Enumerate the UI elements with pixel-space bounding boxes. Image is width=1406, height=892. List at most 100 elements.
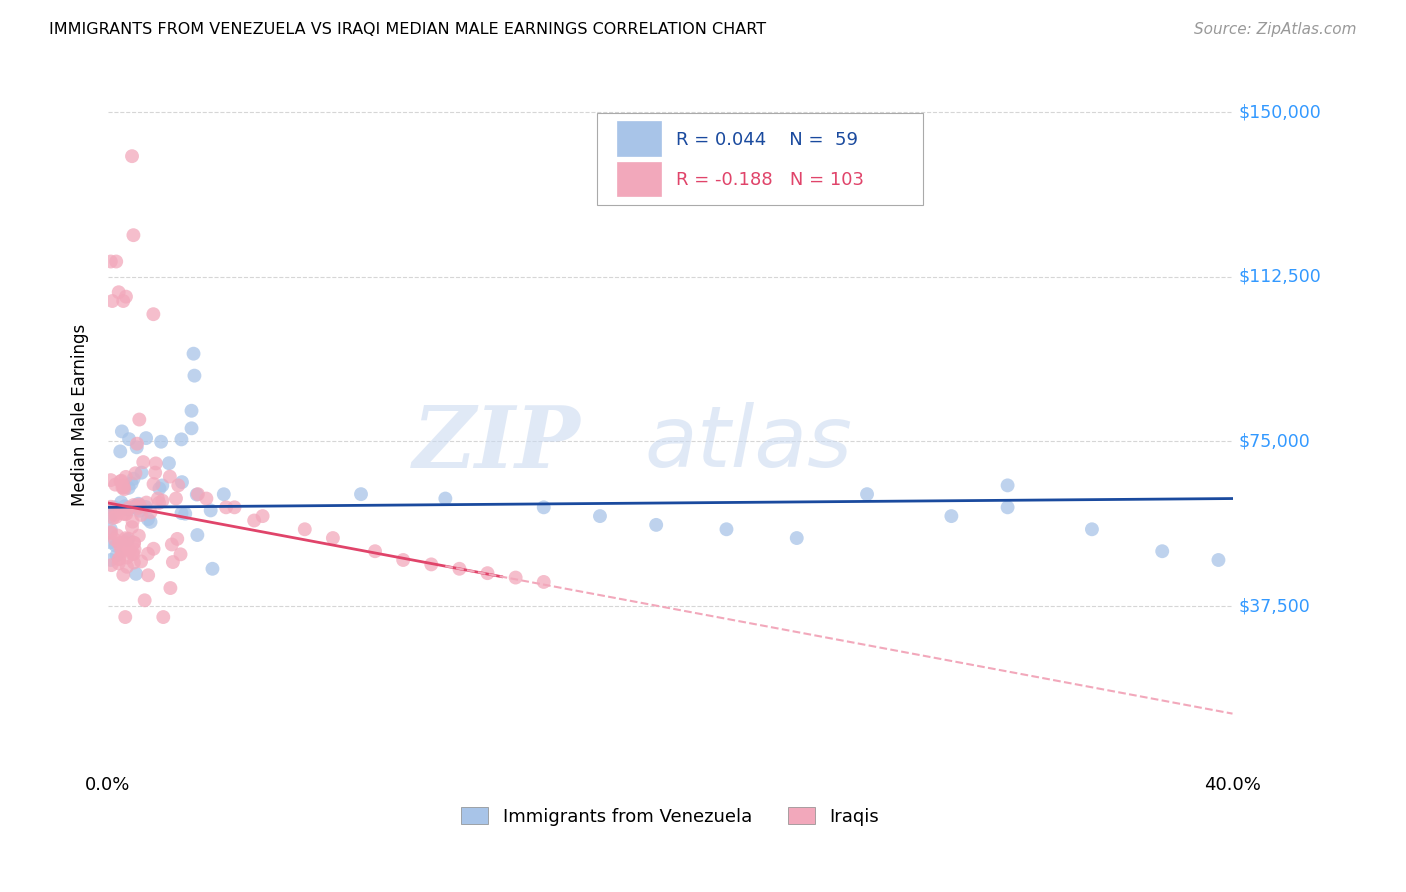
Point [169,547,191,561]
Point [187,487,209,501]
Point [162,555,184,569]
Point [167,478,190,492]
Point [941,509,963,524]
Text: Source: ZipAtlas.com: Source: ZipAtlas.com [1194,22,1357,37]
Point [200,503,222,517]
Point [131,466,153,480]
Point [129,554,152,568]
Point [117,533,139,547]
Point [104,539,127,553]
Point [139,515,162,529]
Point [104,508,127,522]
Point [101,511,124,525]
Text: $112,500: $112,500 [1239,268,1320,285]
Text: $150,000: $150,000 [1239,103,1320,121]
Point [114,507,136,521]
Point [129,508,152,522]
Point [322,531,344,545]
Point [114,610,136,624]
Point [150,434,173,449]
Point [127,497,149,511]
Point [170,433,193,447]
Point [786,531,808,545]
Point [100,254,122,268]
Point [125,436,148,450]
Point [125,566,148,581]
Point [114,500,136,514]
Point [1208,553,1230,567]
Point [108,551,131,566]
Point [124,467,146,481]
Point [112,507,135,521]
Point [117,481,139,495]
Point [108,536,131,550]
Point [115,470,138,484]
Point [505,570,527,584]
Point [115,507,138,521]
Text: $75,000: $75,000 [1239,433,1310,450]
Point [100,500,122,514]
Point [165,491,187,506]
Point [224,500,246,515]
Point [105,528,128,542]
Point [115,559,138,574]
Point [136,512,159,526]
Y-axis label: Median Male Earnings: Median Male Earnings [72,324,89,507]
Point [150,478,173,492]
Point [350,487,373,501]
Point [110,542,132,557]
Point [114,535,136,549]
Point [212,487,235,501]
Point [111,481,134,495]
Point [146,491,169,506]
Point [170,506,193,520]
Point [100,526,122,541]
Point [166,532,188,546]
Point [364,544,387,558]
Point [135,495,157,509]
Point [160,537,183,551]
Point [124,542,146,557]
Point [125,440,148,454]
Point [449,562,471,576]
Point [148,482,170,496]
Point [128,504,150,518]
FancyBboxPatch shape [598,113,924,205]
Point [122,536,145,550]
Point [121,520,143,534]
Point [157,456,180,470]
Point [125,501,148,516]
Point [135,431,157,445]
Point [148,496,170,510]
Point [195,491,218,506]
Point [117,502,139,516]
Point [124,499,146,513]
Point [392,553,415,567]
Point [103,500,125,515]
Point [100,535,122,549]
Point [856,487,879,501]
Point [152,493,174,508]
Point [128,412,150,426]
Point [121,547,143,561]
Text: atlas: atlas [645,402,853,485]
Point [100,558,122,573]
Point [143,466,166,480]
Point [174,507,197,521]
Point [997,478,1019,492]
Point [122,547,145,561]
Point [112,567,135,582]
Point [252,509,274,524]
Point [533,574,555,589]
Point [117,532,139,546]
Point [997,500,1019,515]
Text: ZIP: ZIP [412,401,581,485]
Point [110,474,132,488]
Point [118,543,141,558]
Point [589,509,612,524]
Point [159,469,181,483]
Point [100,553,122,567]
Point [107,285,129,300]
Point [128,529,150,543]
Point [215,500,238,515]
